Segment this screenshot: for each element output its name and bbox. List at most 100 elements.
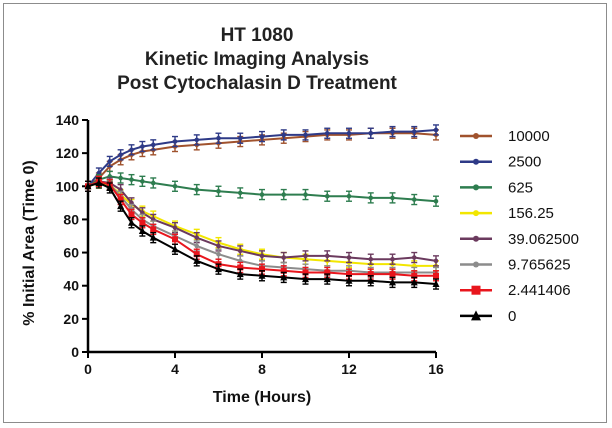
legend-marker (473, 184, 479, 191)
data-point (215, 265, 222, 273)
legend-marker (473, 235, 479, 242)
data-point (280, 267, 287, 274)
data-point (324, 253, 330, 259)
data-point (281, 192, 287, 197)
data-point (84, 182, 92, 190)
data-point (216, 243, 221, 249)
data-point (140, 179, 145, 184)
legend-label: 39.062500 (508, 231, 579, 248)
data-point (411, 197, 417, 202)
legend-label: 0 (508, 308, 516, 325)
data-point (118, 152, 123, 158)
legend-label: 9.765625 (508, 257, 571, 274)
data-point (411, 272, 418, 279)
data-point (106, 183, 114, 191)
series-0 (84, 177, 440, 290)
data-point (172, 139, 178, 144)
data-point (302, 275, 309, 283)
x-tick-label: 0 (84, 361, 92, 377)
data-point (237, 190, 243, 196)
data-point (236, 270, 244, 278)
data-point (433, 198, 439, 204)
data-point (107, 159, 113, 164)
data-point (368, 256, 374, 262)
data-point (411, 255, 417, 260)
legend-item: 39.062500 (460, 231, 579, 248)
data-point (281, 132, 287, 138)
data-point (150, 180, 156, 186)
chart-title: HT 1080 Kinetic Imaging Analysis Post Cy… (117, 25, 397, 94)
data-point (138, 227, 146, 235)
data-point (390, 129, 395, 134)
legend-marker (473, 158, 479, 165)
data-point (117, 196, 124, 203)
data-point (216, 251, 221, 257)
legend-label: 2.441406 (508, 282, 571, 299)
data-point (281, 255, 287, 260)
data-point (324, 130, 330, 136)
data-point (323, 275, 331, 283)
data-point (324, 269, 331, 276)
chart-title-line-1: HT 1080 (221, 25, 294, 46)
data-point (194, 187, 200, 192)
data-point (411, 129, 417, 134)
data-point (171, 245, 179, 253)
x-tick-label: 4 (171, 361, 179, 377)
data-point (346, 193, 352, 199)
legend-item: 9.765625 (460, 257, 571, 274)
legend-marker (473, 210, 479, 217)
chart-frame: HT 1080 Kinetic Imaging Analysis Post Cy… (3, 3, 607, 423)
data-point (150, 142, 156, 148)
data-point (259, 192, 265, 197)
data-point (346, 130, 352, 136)
legend-marker (473, 261, 479, 268)
y-tick-label: 100 (56, 178, 80, 194)
data-point (259, 134, 265, 139)
data-point (118, 175, 123, 181)
y-tick-label: 20 (63, 311, 79, 327)
legend-marker (471, 310, 481, 321)
data-point (194, 137, 200, 143)
data-point (172, 236, 178, 243)
data-point (194, 243, 200, 249)
y-tick-label: 140 (56, 112, 80, 128)
x-tick-label: 8 (258, 361, 266, 377)
data-point (410, 278, 418, 286)
data-point (139, 219, 146, 226)
legend-label: 10000 (508, 128, 550, 145)
x-tick-label: 12 (341, 361, 357, 377)
legend-item: 2500 (460, 154, 541, 171)
x-tick-label: 16 (428, 361, 444, 377)
data-point (280, 273, 288, 281)
data-point (346, 271, 352, 278)
data-point (193, 251, 200, 258)
y-tick-label: 0 (71, 344, 79, 360)
data-point (433, 258, 439, 264)
data-point (367, 271, 374, 278)
data-point (150, 226, 157, 233)
data-point (433, 127, 439, 133)
data-point (368, 195, 374, 201)
data-point (258, 271, 266, 279)
data-point (432, 280, 440, 288)
data-point (389, 271, 396, 278)
data-point (149, 233, 157, 241)
data-point (324, 193, 330, 199)
legend-item: 0 (460, 308, 516, 325)
legend-item: 2.441406 (460, 282, 571, 299)
line-chart: HT 1080 Kinetic Imaging Analysis Post Cy… (21, 25, 579, 406)
legend-label: 625 (508, 179, 533, 196)
data-point (302, 269, 309, 276)
data-point (259, 266, 265, 273)
data-point (128, 211, 135, 218)
data-point (389, 278, 396, 286)
data-point (345, 276, 353, 284)
y-tick-label: 120 (56, 145, 80, 161)
data-point (303, 132, 308, 138)
data-point (216, 188, 221, 194)
legend-item: 10000 (460, 128, 550, 145)
chart-title-line-3: Post Cytochalasin D Treatment (117, 73, 397, 94)
x-axis-label: Time (Hours) (213, 389, 311, 406)
chart-title-line-2: Kinetic Imaging Analysis (145, 49, 369, 70)
data-point (172, 183, 178, 189)
